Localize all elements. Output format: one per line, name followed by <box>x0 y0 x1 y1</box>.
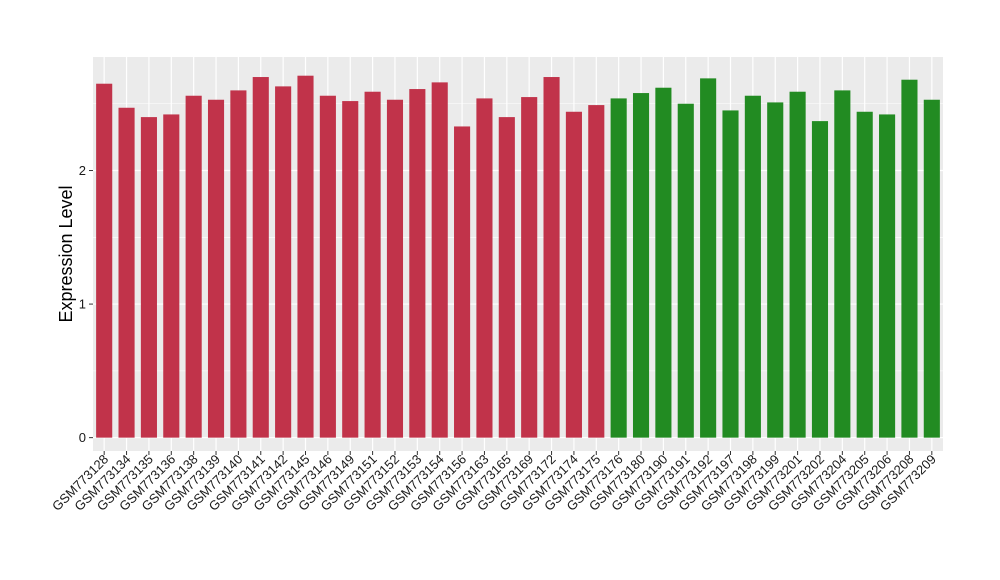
bar <box>498 117 515 438</box>
y-tick-label: 2 <box>79 163 86 178</box>
bar <box>96 83 113 438</box>
bar <box>386 99 404 438</box>
bar <box>364 91 381 438</box>
bar <box>297 75 314 438</box>
bar <box>700 78 717 438</box>
bar <box>342 101 359 438</box>
y-axis: 0 1 2 <box>79 163 93 445</box>
bar <box>632 93 650 438</box>
bar <box>275 86 292 438</box>
bars <box>96 75 940 438</box>
bar <box>767 102 784 438</box>
bar <box>454 126 471 438</box>
bar <box>230 90 247 438</box>
y-axis-title: Expression Level <box>56 185 76 322</box>
bar <box>722 110 739 438</box>
y-tick-label: 1 <box>79 297 86 312</box>
bar <box>901 79 918 438</box>
bar <box>834 90 851 438</box>
bar <box>185 95 202 438</box>
bar <box>879 114 896 438</box>
bar <box>319 95 336 438</box>
bar <box>409 89 426 438</box>
bar <box>521 97 538 438</box>
bar <box>923 99 940 438</box>
bar <box>677 103 694 438</box>
bar <box>252 77 269 438</box>
bar <box>588 105 605 438</box>
bar <box>543 77 560 438</box>
bar <box>811 121 829 438</box>
bar <box>744 95 761 438</box>
bar <box>118 107 135 438</box>
bar <box>476 98 493 438</box>
bar <box>207 99 225 438</box>
bar <box>163 114 180 438</box>
bar <box>565 111 582 438</box>
bar <box>655 87 672 438</box>
x-axis: GSM773128GSM773134GSM773135GSM773136GSM7… <box>49 451 939 514</box>
bar <box>789 91 806 438</box>
bar <box>431 82 448 438</box>
bar <box>610 98 627 438</box>
y-tick-label: 0 <box>79 430 86 445</box>
bar <box>140 117 157 438</box>
bar <box>856 111 873 438</box>
